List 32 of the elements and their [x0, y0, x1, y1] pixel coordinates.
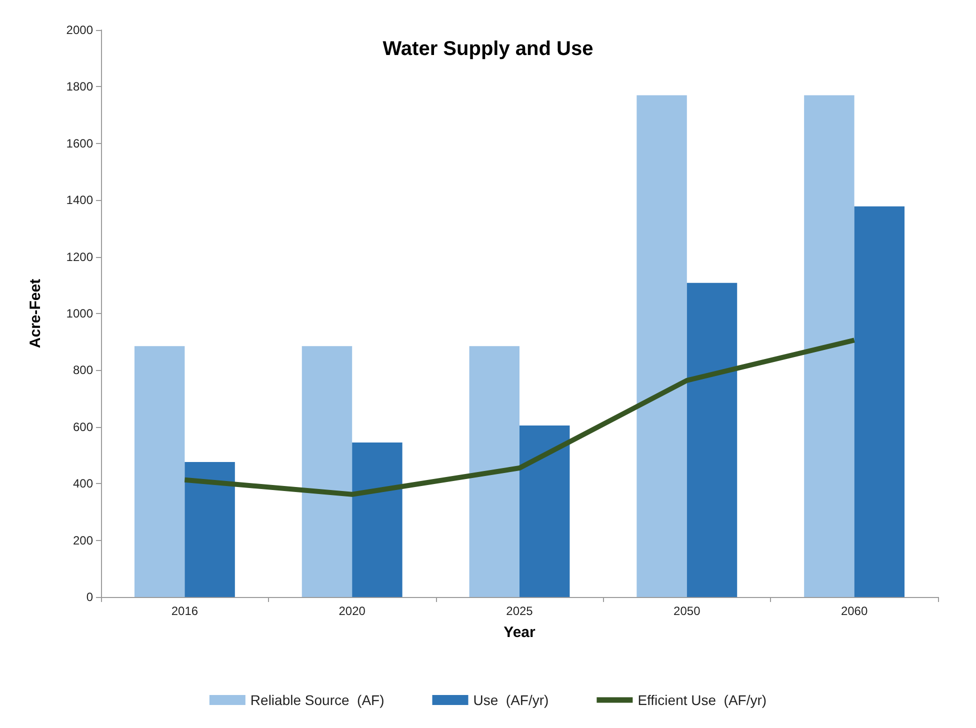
- y-axis-title: Acre-Feet: [27, 278, 44, 348]
- x-tick-label: 2016: [171, 604, 198, 618]
- bar: [520, 425, 570, 597]
- x-tick-label: 2025: [506, 604, 534, 618]
- legend-label: Efficient Use (AF/yr): [638, 692, 767, 708]
- bar: [352, 442, 402, 597]
- bar: [854, 206, 905, 597]
- chart-title: Water Supply and Use: [382, 38, 594, 60]
- y-tick-label: 1000: [66, 306, 94, 320]
- bar: [184, 462, 235, 597]
- bar: [134, 346, 185, 597]
- y-tick-label: 600: [72, 420, 94, 434]
- y-tick-label: 1200: [66, 250, 94, 264]
- y-tick-label: 1800: [66, 80, 94, 94]
- y-tick-label: 400: [72, 476, 94, 491]
- y-tick-label: 200: [72, 533, 94, 548]
- x-axis-title: Year: [504, 624, 536, 641]
- legend-label: Use (AF/yr): [473, 692, 549, 708]
- y-tick-label: 2000: [66, 23, 94, 37]
- y-tick-label: 800: [72, 363, 94, 378]
- legend-label: Reliable Source (AF): [250, 692, 384, 708]
- x-tick-label: 2020: [338, 604, 366, 618]
- x-tick-label: 2060: [840, 604, 868, 618]
- bar: [302, 346, 352, 597]
- bar: [686, 282, 738, 597]
- y-tick-label: 1400: [66, 193, 94, 208]
- bar: [804, 95, 854, 597]
- y-tick-label: 1600: [66, 136, 94, 150]
- y-tick-label: 0: [86, 590, 94, 604]
- x-tick-label: 2050: [674, 604, 701, 618]
- bar: [636, 95, 687, 597]
- bar: [469, 346, 520, 597]
